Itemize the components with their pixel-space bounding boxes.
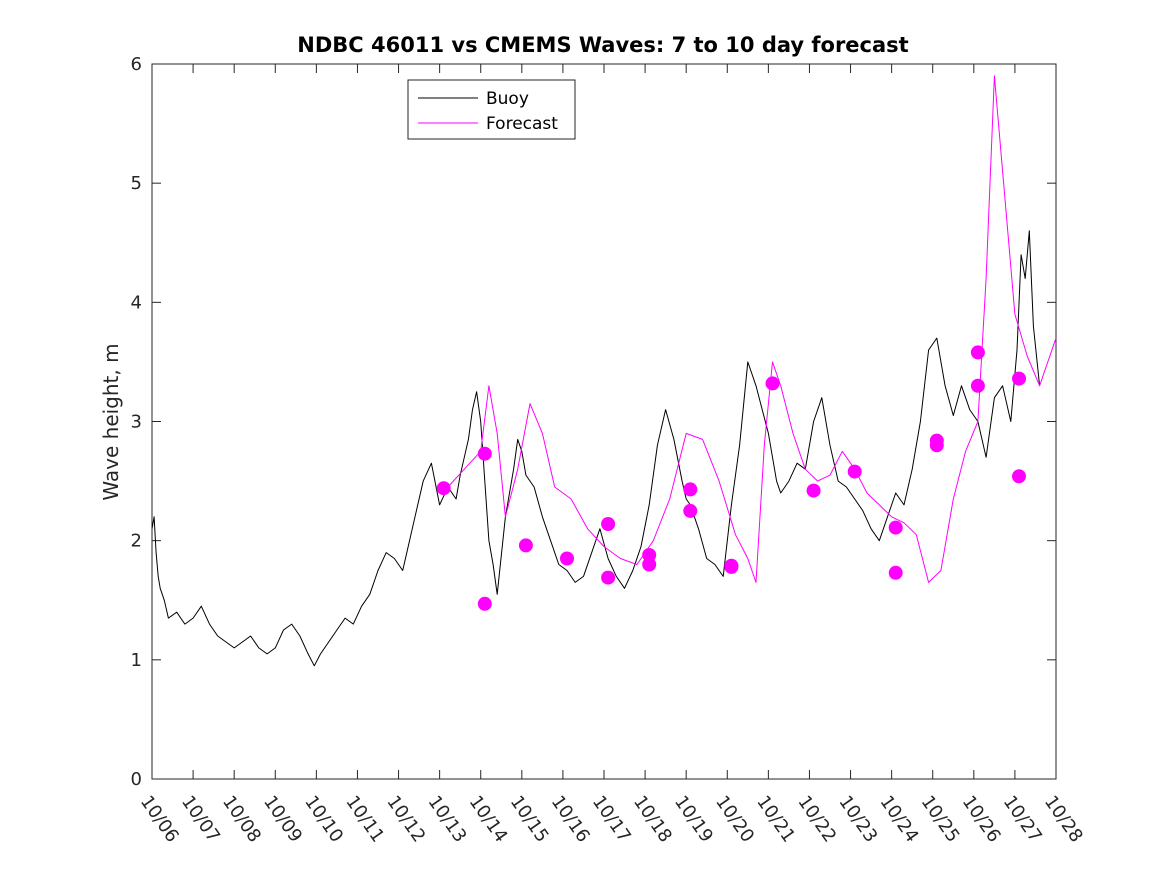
series-layer <box>151 75 1057 667</box>
y-tick-label: 4 <box>131 292 142 313</box>
x-tick-label: 10/11 <box>341 792 388 847</box>
forecast-point <box>683 482 698 497</box>
x-tick-label: 10/21 <box>752 792 799 847</box>
forecast-point <box>560 551 574 566</box>
x-tick-label: 10/16 <box>547 792 594 847</box>
y-tick-label: 6 <box>131 54 142 75</box>
forecast-point <box>806 483 821 498</box>
forecast-point <box>888 565 903 580</box>
series-line-buoy <box>151 230 1041 667</box>
forecast-point <box>518 538 533 553</box>
y-tick-label: 0 <box>131 769 142 790</box>
forecast-point <box>601 570 616 585</box>
forecast-points <box>436 345 1026 611</box>
y-tick-label: 1 <box>131 650 142 671</box>
x-tick-label: 10/14 <box>465 792 512 847</box>
forecast-point <box>601 517 616 531</box>
x-tick-label: 10/10 <box>300 792 347 847</box>
x-tick-label: 10/22 <box>793 792 840 847</box>
x-tick-label: 10/23 <box>834 792 881 847</box>
chart-title: NDBC 46011 vs CMEMS Waves: 7 to 10 day f… <box>297 33 908 57</box>
x-tick-label: 10/15 <box>506 792 553 847</box>
forecast-point <box>724 559 739 574</box>
forecast-point <box>683 503 698 518</box>
forecast-point <box>929 438 944 453</box>
x-tick-label: 10/17 <box>588 792 635 847</box>
series-line-forecast <box>447 75 1057 583</box>
x-tick-label: 10/25 <box>917 792 964 847</box>
forecast-point <box>1012 469 1026 484</box>
x-tick-label: 10/12 <box>382 792 429 847</box>
x-tick-label: 10/13 <box>424 792 471 847</box>
forecast-point <box>642 557 657 572</box>
x-tick-label: 10/08 <box>218 792 265 847</box>
legend-buoy-label: Buoy <box>486 89 529 109</box>
x-tick-label: 10/06 <box>136 792 183 847</box>
forecast-point <box>477 596 492 611</box>
forecast-point <box>970 345 985 360</box>
forecast-point <box>765 376 780 391</box>
forecast-point <box>970 378 985 393</box>
forecast-point <box>888 520 903 535</box>
legend: Buoy Forecast <box>407 79 576 140</box>
plot-area <box>151 63 1057 780</box>
y-tick-labels: 0 1 2 3 4 5 6 <box>131 54 142 790</box>
x-tick-label: 10/09 <box>259 792 306 847</box>
y-tick-label: 2 <box>131 531 142 552</box>
x-tick-label: 10/27 <box>999 792 1046 847</box>
forecast-point <box>1012 371 1026 386</box>
y-tick-label: 3 <box>131 412 142 433</box>
y-tick-label: 5 <box>131 173 142 194</box>
x-tick-label: 10/20 <box>711 792 758 847</box>
axis-ticks <box>151 63 1057 780</box>
x-tick-label: 10/24 <box>876 792 923 847</box>
legend-forecast-label: Forecast <box>486 114 558 134</box>
y-axis-label: Wave height, m <box>99 343 123 500</box>
forecast-point <box>477 446 492 461</box>
forecast-point <box>436 481 451 496</box>
legend-box <box>407 79 576 140</box>
forecast-point <box>847 464 862 479</box>
x-tick-label: 10/26 <box>958 792 1005 847</box>
x-tick-label: 10/19 <box>670 792 717 847</box>
x-tick-label: 10/28 <box>1040 792 1087 847</box>
x-tick-label: 10/18 <box>629 792 676 847</box>
x-tick-labels: 10/0610/0710/0810/0910/1010/1110/1210/13… <box>136 792 1087 847</box>
x-tick-label: 10/07 <box>177 792 224 847</box>
